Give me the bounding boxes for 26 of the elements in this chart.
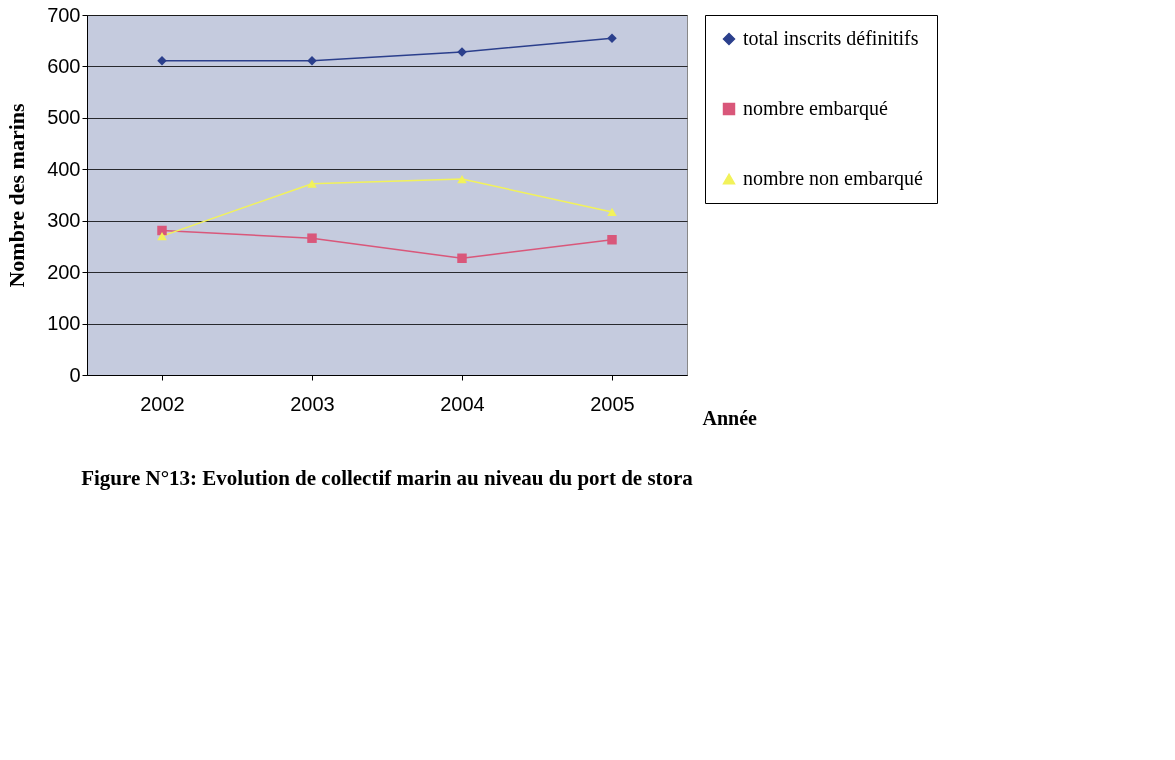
x-axis-title: Année: [702, 406, 758, 429]
point: [607, 207, 617, 217]
point: [457, 253, 467, 263]
point: [157, 225, 167, 236]
point: [157, 232, 167, 241]
legend-label: total inscrits définitifs: [743, 27, 919, 49]
text: Figure N°13: Evolution de collectif marin au niveau du port de stora: [81, 466, 694, 490]
y-tick-label: 100: [47, 312, 81, 335]
point: [307, 233, 317, 243]
y-axis-title: Nombre des marins: [4, 103, 30, 288]
y-tick-label: 400: [47, 157, 81, 180]
legend-label: nombre non embarqué: [743, 167, 924, 190]
y-tick-label: 200: [47, 260, 81, 283]
y-tick-label: 0: [69, 363, 81, 386]
y-tick-label: 500: [47, 106, 81, 129]
point: [457, 174, 467, 184]
legend-label: nombre embarqué: [743, 97, 889, 120]
x-tick-label: 2005: [590, 392, 635, 415]
point: [307, 179, 317, 188]
y-tick-label: 300: [47, 209, 81, 232]
x-tick-label: 2004: [440, 392, 485, 415]
x-tick-label: 2002: [140, 392, 185, 415]
y-tick-label: 700: [47, 3, 81, 26]
point: [607, 235, 617, 245]
y-tick-label: 600: [47, 54, 81, 77]
x-tick-label: 2003: [290, 392, 335, 415]
